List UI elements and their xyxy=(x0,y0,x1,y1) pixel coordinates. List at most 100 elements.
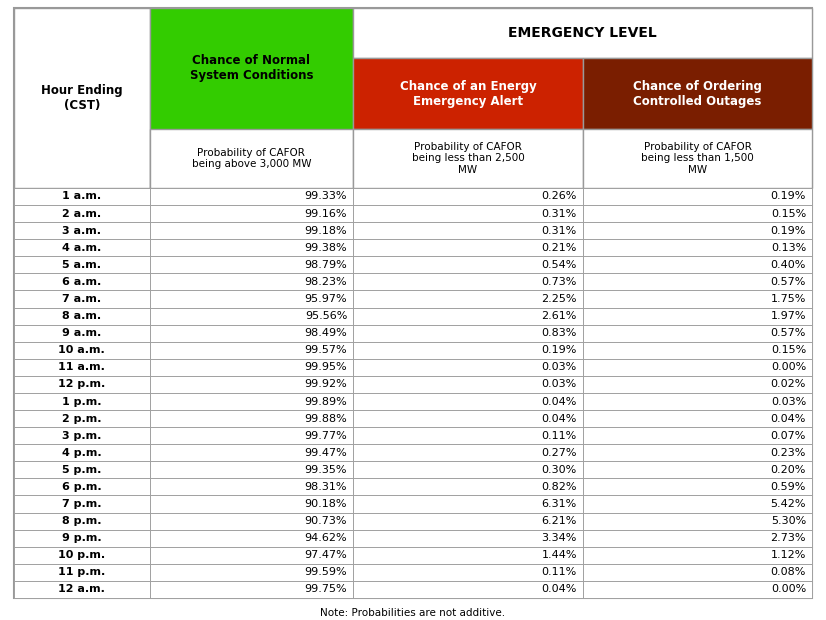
Text: 12 a.m.: 12 a.m. xyxy=(59,585,105,595)
Bar xyxy=(354,479,583,495)
Bar xyxy=(150,495,354,513)
Text: 3 a.m.: 3 a.m. xyxy=(62,226,102,236)
Text: 6 a.m.: 6 a.m. xyxy=(62,277,102,287)
Bar xyxy=(354,342,583,359)
Text: 99.47%: 99.47% xyxy=(305,448,347,458)
Bar xyxy=(150,325,354,342)
Bar xyxy=(150,427,354,445)
Text: 2 a.m.: 2 a.m. xyxy=(62,208,102,219)
Bar xyxy=(14,547,150,564)
Bar xyxy=(354,461,583,479)
Text: 7 p.m.: 7 p.m. xyxy=(62,499,102,509)
Text: 99.33%: 99.33% xyxy=(305,192,347,202)
Text: 99.92%: 99.92% xyxy=(305,379,347,389)
Bar xyxy=(14,273,150,290)
Bar xyxy=(14,239,150,256)
Bar xyxy=(150,8,354,188)
Text: 0.57%: 0.57% xyxy=(771,277,806,287)
Text: 0.30%: 0.30% xyxy=(542,465,577,475)
Text: 2.61%: 2.61% xyxy=(542,311,577,321)
Text: 0.11%: 0.11% xyxy=(542,567,577,577)
Text: 3 p.m.: 3 p.m. xyxy=(62,431,102,441)
Text: 0.04%: 0.04% xyxy=(542,414,577,423)
Text: 2.25%: 2.25% xyxy=(542,294,577,304)
Bar xyxy=(14,342,150,359)
Bar xyxy=(14,290,150,308)
Bar xyxy=(583,564,812,581)
Text: 94.62%: 94.62% xyxy=(305,533,347,543)
Bar xyxy=(354,222,583,239)
Bar xyxy=(150,564,354,581)
Bar xyxy=(583,445,812,461)
Text: 1.44%: 1.44% xyxy=(542,551,577,560)
Bar xyxy=(583,359,812,376)
Text: 0.03%: 0.03% xyxy=(771,397,806,407)
Bar xyxy=(150,393,354,410)
Text: 8 a.m.: 8 a.m. xyxy=(62,311,102,321)
Text: Chance of Ordering
Controlled Outages: Chance of Ordering Controlled Outages xyxy=(633,79,762,107)
Bar xyxy=(583,581,812,598)
Bar xyxy=(150,188,354,205)
Text: 95.97%: 95.97% xyxy=(305,294,347,304)
Text: 0.13%: 0.13% xyxy=(771,243,806,253)
Text: 1.97%: 1.97% xyxy=(771,311,806,321)
Bar xyxy=(354,376,583,393)
Bar xyxy=(150,273,354,290)
Text: 5.42%: 5.42% xyxy=(771,499,806,509)
Bar xyxy=(354,290,583,308)
Bar xyxy=(583,479,812,495)
Bar xyxy=(583,376,812,393)
Bar xyxy=(14,529,150,547)
Bar xyxy=(150,461,354,479)
Bar xyxy=(150,222,354,239)
Text: 9 a.m.: 9 a.m. xyxy=(62,328,102,338)
Bar xyxy=(150,547,354,564)
Bar xyxy=(583,188,812,205)
Bar xyxy=(583,239,812,256)
Bar xyxy=(354,188,583,205)
Text: 99.59%: 99.59% xyxy=(305,567,347,577)
Bar xyxy=(150,376,354,393)
Text: 5.30%: 5.30% xyxy=(771,516,806,526)
Text: 0.27%: 0.27% xyxy=(542,448,577,458)
Text: 1.12%: 1.12% xyxy=(771,551,806,560)
Text: 3.34%: 3.34% xyxy=(542,533,577,543)
Bar xyxy=(354,427,583,445)
Bar xyxy=(14,427,150,445)
Text: 0.04%: 0.04% xyxy=(542,397,577,407)
Bar xyxy=(354,410,583,427)
Bar xyxy=(150,342,354,359)
Text: 2.73%: 2.73% xyxy=(771,533,806,543)
Text: Hour Ending
(CST): Hour Ending (CST) xyxy=(41,84,122,112)
Text: 8 p.m.: 8 p.m. xyxy=(62,516,102,526)
Bar xyxy=(150,529,354,547)
Bar xyxy=(583,325,812,342)
Bar xyxy=(14,479,150,495)
Text: 99.89%: 99.89% xyxy=(305,397,347,407)
Text: 9 p.m.: 9 p.m. xyxy=(62,533,102,543)
Bar xyxy=(583,513,812,529)
Text: 90.18%: 90.18% xyxy=(305,499,347,509)
Bar xyxy=(14,581,150,598)
Bar xyxy=(14,8,150,188)
Text: 99.38%: 99.38% xyxy=(305,243,347,253)
Text: 0.19%: 0.19% xyxy=(771,192,806,202)
Bar xyxy=(583,393,812,410)
Bar xyxy=(354,308,583,325)
Bar xyxy=(14,222,150,239)
Bar xyxy=(150,205,354,222)
Text: Chance of Normal
System Conditions: Chance of Normal System Conditions xyxy=(190,55,313,82)
Text: 0.20%: 0.20% xyxy=(771,465,806,475)
Text: 0.83%: 0.83% xyxy=(542,328,577,338)
Text: 10 p.m.: 10 p.m. xyxy=(59,551,106,560)
Bar xyxy=(14,564,150,581)
Text: 6 p.m.: 6 p.m. xyxy=(62,482,102,492)
Text: Chance of an Energy
Emergency Alert: Chance of an Energy Emergency Alert xyxy=(400,79,536,107)
Text: 1.75%: 1.75% xyxy=(771,294,806,304)
Bar xyxy=(354,58,583,129)
Bar xyxy=(14,513,150,529)
Text: 7 a.m.: 7 a.m. xyxy=(62,294,102,304)
Bar xyxy=(354,564,583,581)
Bar xyxy=(354,273,583,290)
Text: EMERGENCY LEVEL: EMERGENCY LEVEL xyxy=(508,26,657,40)
